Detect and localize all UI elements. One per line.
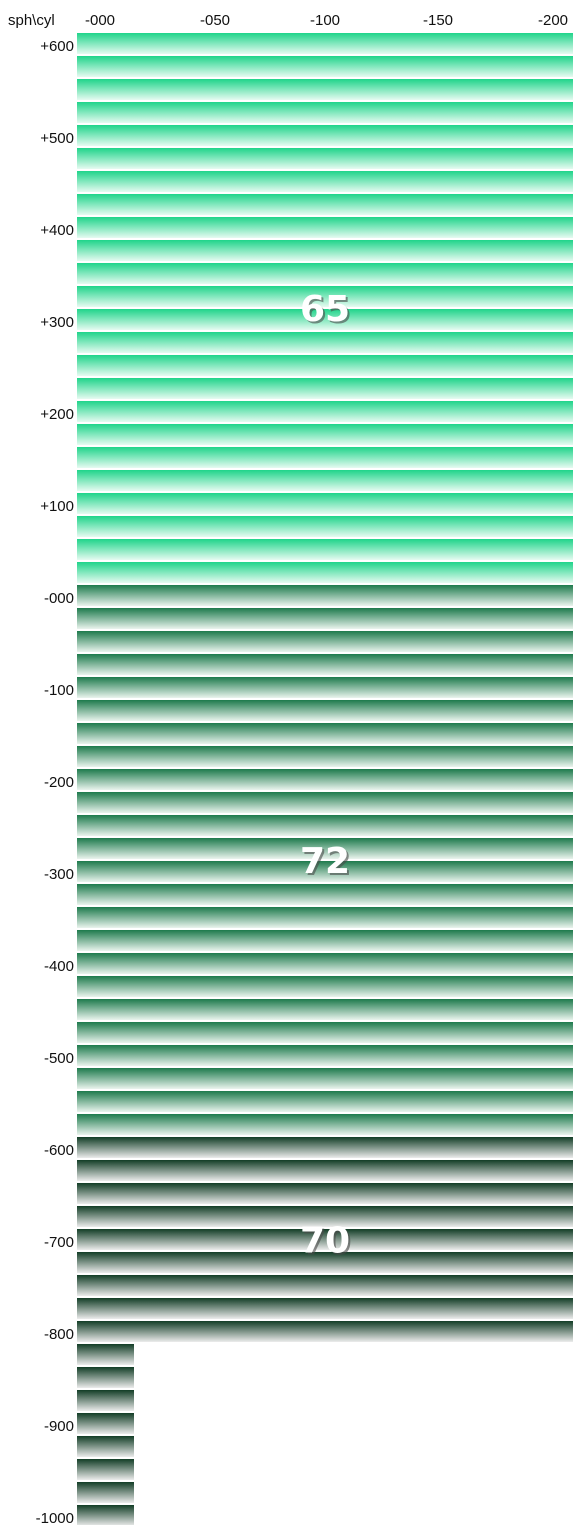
y-tick-label: -800: [44, 1326, 74, 1343]
sph-row--975: [77, 1482, 134, 1503]
sph-row--150: [77, 723, 573, 744]
sph-row--100: [77, 677, 573, 698]
sph-row-400: [77, 217, 573, 238]
sph-row--550: [77, 1091, 573, 1112]
sph-row-450: [77, 171, 573, 192]
sph-row--575: [77, 1114, 573, 1135]
sph-row--675: [77, 1206, 573, 1227]
x-tick-labels: -000 -050 -100 -150 -200: [85, 12, 568, 29]
y-tick-label: +300: [40, 314, 74, 331]
chart-rows: [77, 33, 573, 1525]
sph-row--725: [77, 1252, 573, 1273]
sph-row--225: [77, 792, 573, 813]
x-tick-label: -200: [538, 12, 568, 29]
y-tick-labels: +600 +500 +400 +300 +200 +100 -000 -100 -200 -300…: [36, 38, 74, 1525]
sph-row-250: [77, 355, 573, 376]
sph-row--475: [77, 1022, 573, 1043]
sph-row--75: [77, 654, 573, 675]
sph-row-600: [77, 33, 573, 54]
sph-row--350: [77, 907, 573, 928]
sph-row--775: [77, 1298, 573, 1319]
sph-row-25: [77, 562, 573, 583]
sph-row--50: [77, 631, 573, 652]
x-tick-label: -150: [423, 12, 453, 29]
zone-label-shadow: 72: [302, 843, 352, 884]
y-tick-label: -900: [44, 1418, 74, 1435]
sph-row-50: [77, 539, 573, 560]
y-tick-label: -100: [44, 682, 74, 699]
y-tick-label: +200: [40, 406, 74, 423]
sph-row--950: [77, 1459, 134, 1480]
zone-label: 65: [300, 289, 350, 330]
y-tick-label: -300: [44, 866, 74, 883]
sph-row--175: [77, 746, 573, 767]
y-tick-label: -600: [44, 1142, 74, 1159]
zone-label-shadow: 65: [302, 291, 352, 332]
x-tick-label: -000: [85, 12, 115, 29]
sph-row--800: [77, 1321, 573, 1342]
sph-row--1000: [77, 1505, 134, 1525]
sph-row-150: [77, 447, 573, 468]
sph-row--900: [77, 1413, 134, 1434]
sph-row-575: [77, 56, 573, 77]
sph-row-550: [77, 79, 573, 100]
sph-row--925: [77, 1436, 134, 1457]
y-tick-label: -400: [44, 958, 74, 975]
sph-row--300: [77, 861, 573, 882]
y-tick-label: -000: [44, 590, 74, 607]
sph-row--325: [77, 884, 573, 905]
sph-row-225: [77, 378, 573, 399]
sph-row--875: [77, 1390, 134, 1411]
sph-row--375: [77, 930, 573, 951]
sph-row--825: [77, 1344, 134, 1365]
y-tick-label: +100: [40, 498, 74, 515]
sph-row-500: [77, 125, 573, 146]
zone-label: 72: [300, 841, 350, 882]
sph-row-275: [77, 332, 573, 353]
sph-row--125: [77, 700, 573, 721]
sph-row-350: [77, 263, 573, 284]
sph-row--250: [77, 815, 573, 836]
sph-row--525: [77, 1068, 573, 1089]
sph-row--25: [77, 608, 573, 629]
sph-row--850: [77, 1367, 134, 1388]
sph-row-300: [77, 309, 573, 330]
sph-row-375: [77, 240, 573, 261]
sph-row-75: [77, 516, 573, 537]
sph-row--625: [77, 1160, 573, 1181]
sph-row--425: [77, 976, 573, 997]
sph-row-175: [77, 424, 573, 445]
sph-row-100: [77, 493, 573, 514]
y-tick-label: -500: [44, 1050, 74, 1067]
y-tick-label: +600: [40, 38, 74, 55]
sph-row-325: [77, 286, 573, 307]
y-tick-label: -1000: [36, 1510, 74, 1525]
sph-row-125: [77, 470, 573, 491]
zone-label: 70: [300, 1221, 350, 1262]
sph-row-525: [77, 102, 573, 123]
sph-row--600: [77, 1137, 573, 1158]
sph-row--275: [77, 838, 573, 859]
sph-row--500: [77, 1045, 573, 1066]
sph-row--400: [77, 953, 573, 974]
y-tick-label: +500: [40, 130, 74, 147]
sph-row-200: [77, 401, 573, 422]
sph-row-0: [77, 585, 573, 606]
sph-row--650: [77, 1183, 573, 1204]
x-tick-label: -050: [200, 12, 230, 29]
zone-label-shadow: 70: [302, 1223, 352, 1264]
sph-row-475: [77, 148, 573, 169]
sph-row--700: [77, 1229, 573, 1250]
sph-row--450: [77, 999, 573, 1020]
sph-row--750: [77, 1275, 573, 1296]
corner-label: sph\cyl: [8, 12, 55, 29]
y-tick-label: -700: [44, 1234, 74, 1251]
sph-row-425: [77, 194, 573, 215]
sph-row--200: [77, 769, 573, 790]
x-tick-label: -100: [310, 12, 340, 29]
y-tick-label: +400: [40, 222, 74, 239]
y-tick-label: -200: [44, 774, 74, 791]
